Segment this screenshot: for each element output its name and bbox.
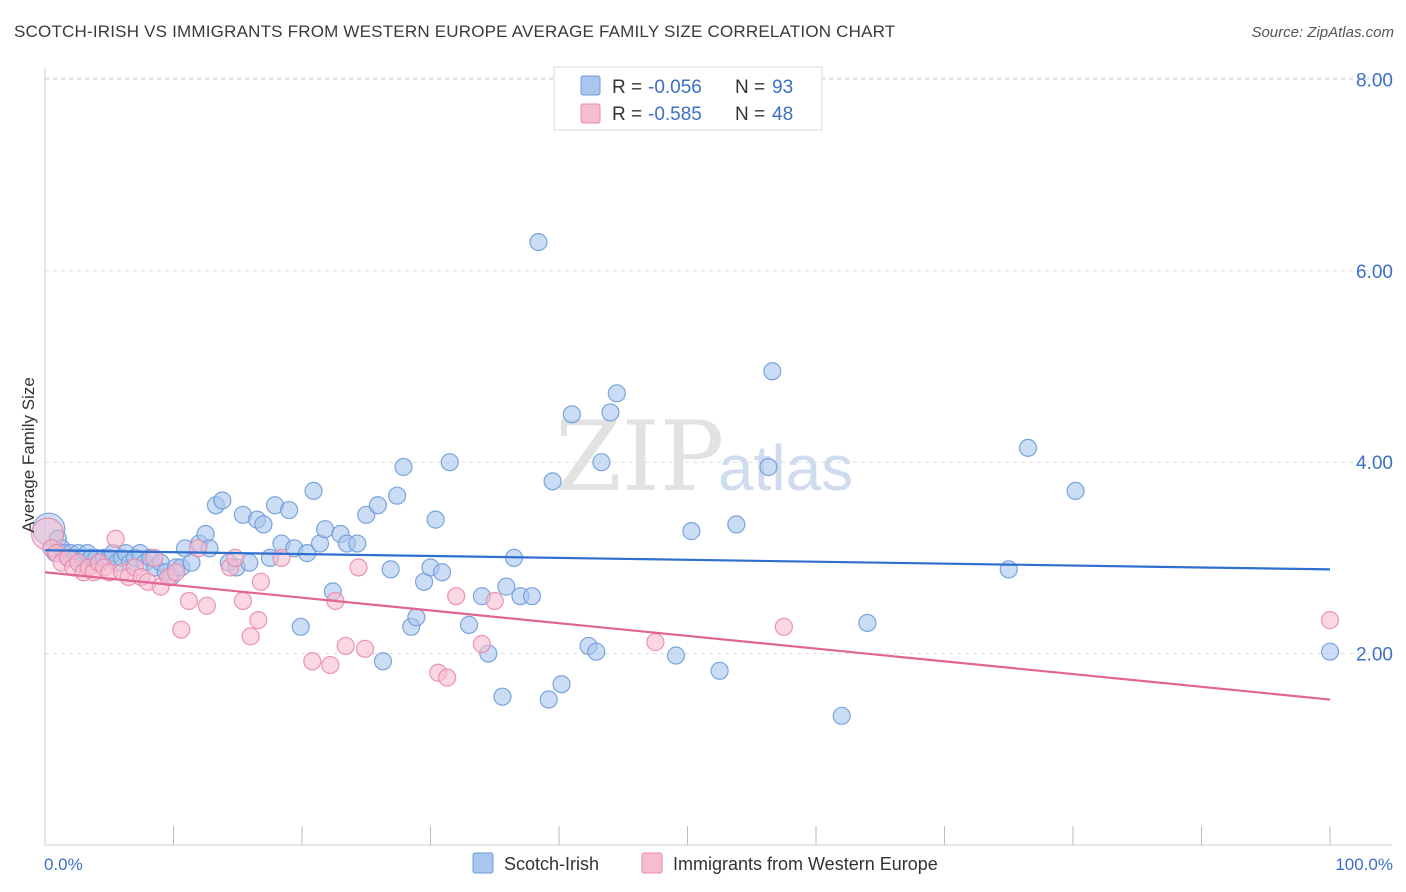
scotch-irish-point bbox=[254, 515, 273, 534]
immigrants-western-europe-point bbox=[106, 529, 125, 548]
scotch-irish-point bbox=[710, 661, 729, 680]
scotch-irish-point bbox=[607, 384, 626, 403]
scotch-irish-point bbox=[587, 642, 606, 661]
scotch-irish-point bbox=[759, 457, 778, 477]
scotch-irish-point bbox=[1066, 481, 1085, 501]
immigrants-western-europe-point bbox=[233, 591, 252, 611]
immigrants-western-europe-point bbox=[447, 587, 466, 606]
scotch-irish-point bbox=[543, 472, 562, 491]
immigrants-western-europe-point bbox=[438, 668, 457, 687]
chart-title: SCOTCH-IRISH VS IMMIGRANTS FROM WESTERN … bbox=[14, 22, 896, 41]
immigrants-western-europe-point bbox=[272, 548, 291, 568]
legend-n-value-2: 48 bbox=[772, 104, 793, 125]
immigrants-western-europe-point bbox=[336, 636, 355, 656]
immigrants-western-europe-point bbox=[241, 627, 260, 646]
axis-layer: 2.00 4.00 6.00 8.00 0.0% 100.0% bbox=[44, 68, 1393, 874]
immigrants-western-europe-point bbox=[166, 563, 186, 582]
scotch-irish-point bbox=[592, 453, 611, 472]
scotch-irish-point bbox=[426, 510, 445, 529]
y-tick-label: 6.00 bbox=[1356, 262, 1393, 283]
scotch-irish-point bbox=[381, 560, 400, 579]
scotch-irish-point bbox=[459, 615, 479, 634]
series-legend-label-immigrants-western-europe: Immigrants from Western Europe bbox=[673, 854, 938, 874]
scotch-irish-point bbox=[601, 403, 620, 422]
scotch-irish-point bbox=[832, 706, 851, 725]
immigrants-western-europe-point bbox=[472, 634, 491, 654]
immigrants-western-europe-point bbox=[321, 655, 340, 675]
immigrants-western-europe-point bbox=[349, 558, 368, 577]
scotch-irish-point bbox=[562, 405, 581, 424]
scotch-irish-point bbox=[304, 481, 323, 501]
scotch-irish-point bbox=[316, 520, 335, 539]
scotch-irish-point bbox=[373, 652, 393, 671]
scotch-irish-point bbox=[682, 522, 701, 541]
scotch-irish-point bbox=[368, 496, 387, 515]
y-tick-label: 2.00 bbox=[1356, 645, 1393, 666]
scotch-irish-point bbox=[529, 232, 548, 252]
legend-r-label-1: R = bbox=[612, 77, 642, 98]
trend-layer bbox=[44, 549, 1331, 701]
series-legend-label-scotch-irish: Scotch-Irish bbox=[504, 854, 599, 874]
points-layer bbox=[30, 232, 1340, 725]
scotch-irish-point bbox=[440, 453, 459, 472]
legend-n-label-2: N = bbox=[735, 104, 765, 125]
immigrants-western-europe-point bbox=[145, 548, 164, 568]
scotch-irish-point bbox=[1320, 642, 1340, 661]
scotch-irish-point bbox=[539, 690, 558, 709]
watermark-zip: ZIP bbox=[555, 401, 724, 513]
y-axis-label: Average Family Size bbox=[19, 377, 38, 533]
legend-n-value-1: 93 bbox=[772, 77, 793, 98]
scotch-irish-point bbox=[213, 491, 232, 510]
legend-swatch-immigrants-western-europe bbox=[580, 103, 601, 124]
scotch-irish-point bbox=[552, 675, 571, 694]
scotch-irish-point bbox=[280, 500, 299, 520]
immigrants-western-europe-point bbox=[197, 596, 217, 615]
series-legend: Scotch-Irish Immigrants from Western Eur… bbox=[472, 852, 938, 874]
series-legend-swatch-scotch-irish bbox=[472, 852, 494, 874]
x-tick-label: 0.0% bbox=[44, 855, 83, 874]
legend-swatch-scotch-irish bbox=[580, 75, 601, 96]
immigrants-western-europe-point bbox=[251, 572, 270, 591]
scotch-irish-point bbox=[407, 608, 426, 627]
legend-r-value-2: -0.585 bbox=[648, 104, 702, 125]
stats-legend: R = -0.056 N = 93 R = -0.585 N = 48 bbox=[553, 66, 823, 131]
immigrants-western-europe-point bbox=[1320, 611, 1340, 630]
immigrants-western-europe-point bbox=[774, 617, 793, 636]
immigrants-western-europe-point bbox=[485, 591, 504, 611]
y-tick-label: 4.00 bbox=[1356, 453, 1393, 474]
immigrants-western-europe-point bbox=[646, 633, 665, 652]
immigrants-western-europe-point bbox=[188, 539, 208, 558]
legend-r-value-1: -0.056 bbox=[648, 77, 702, 98]
watermark: ZIP atlas bbox=[555, 401, 853, 513]
scotch-irish-point bbox=[387, 486, 407, 505]
immigrants-western-europe-point bbox=[355, 639, 375, 658]
immigrants-western-europe-point bbox=[249, 611, 268, 630]
legend-r-label-2: R = bbox=[612, 104, 642, 125]
scotch-irish-point bbox=[497, 577, 516, 596]
scotch-irish-point bbox=[727, 515, 746, 534]
scotch-irish-point bbox=[394, 457, 413, 477]
legend-n-label-1: N = bbox=[735, 77, 765, 98]
scotch-irish-point bbox=[291, 617, 310, 636]
scotch-irish-point bbox=[522, 587, 542, 606]
immigrants-western-europe-point bbox=[172, 620, 191, 639]
x-tick-label: 100.0% bbox=[1335, 855, 1393, 874]
chart-source: Source: ZipAtlas.com bbox=[1251, 24, 1394, 41]
watermark-atlas: atlas bbox=[718, 432, 853, 504]
immigrants-western-europe-point bbox=[303, 652, 322, 671]
immigrants-western-europe-point bbox=[179, 591, 199, 611]
scotch-irish-trend-line bbox=[44, 549, 1331, 571]
scotch-irish-point bbox=[1018, 438, 1038, 457]
y-tick-label: 8.00 bbox=[1356, 70, 1393, 91]
scotch-irish-point bbox=[493, 687, 512, 706]
scotch-irish-point bbox=[858, 613, 877, 633]
immigrants-western-europe-trend-line bbox=[44, 571, 1331, 701]
scotch-irish-point bbox=[348, 534, 367, 553]
scotch-irish-point bbox=[432, 563, 452, 582]
scotch-irish-point bbox=[763, 362, 782, 381]
series-legend-swatch-immigrants-western-europe bbox=[641, 852, 663, 874]
scotch-irish-point bbox=[666, 646, 686, 665]
